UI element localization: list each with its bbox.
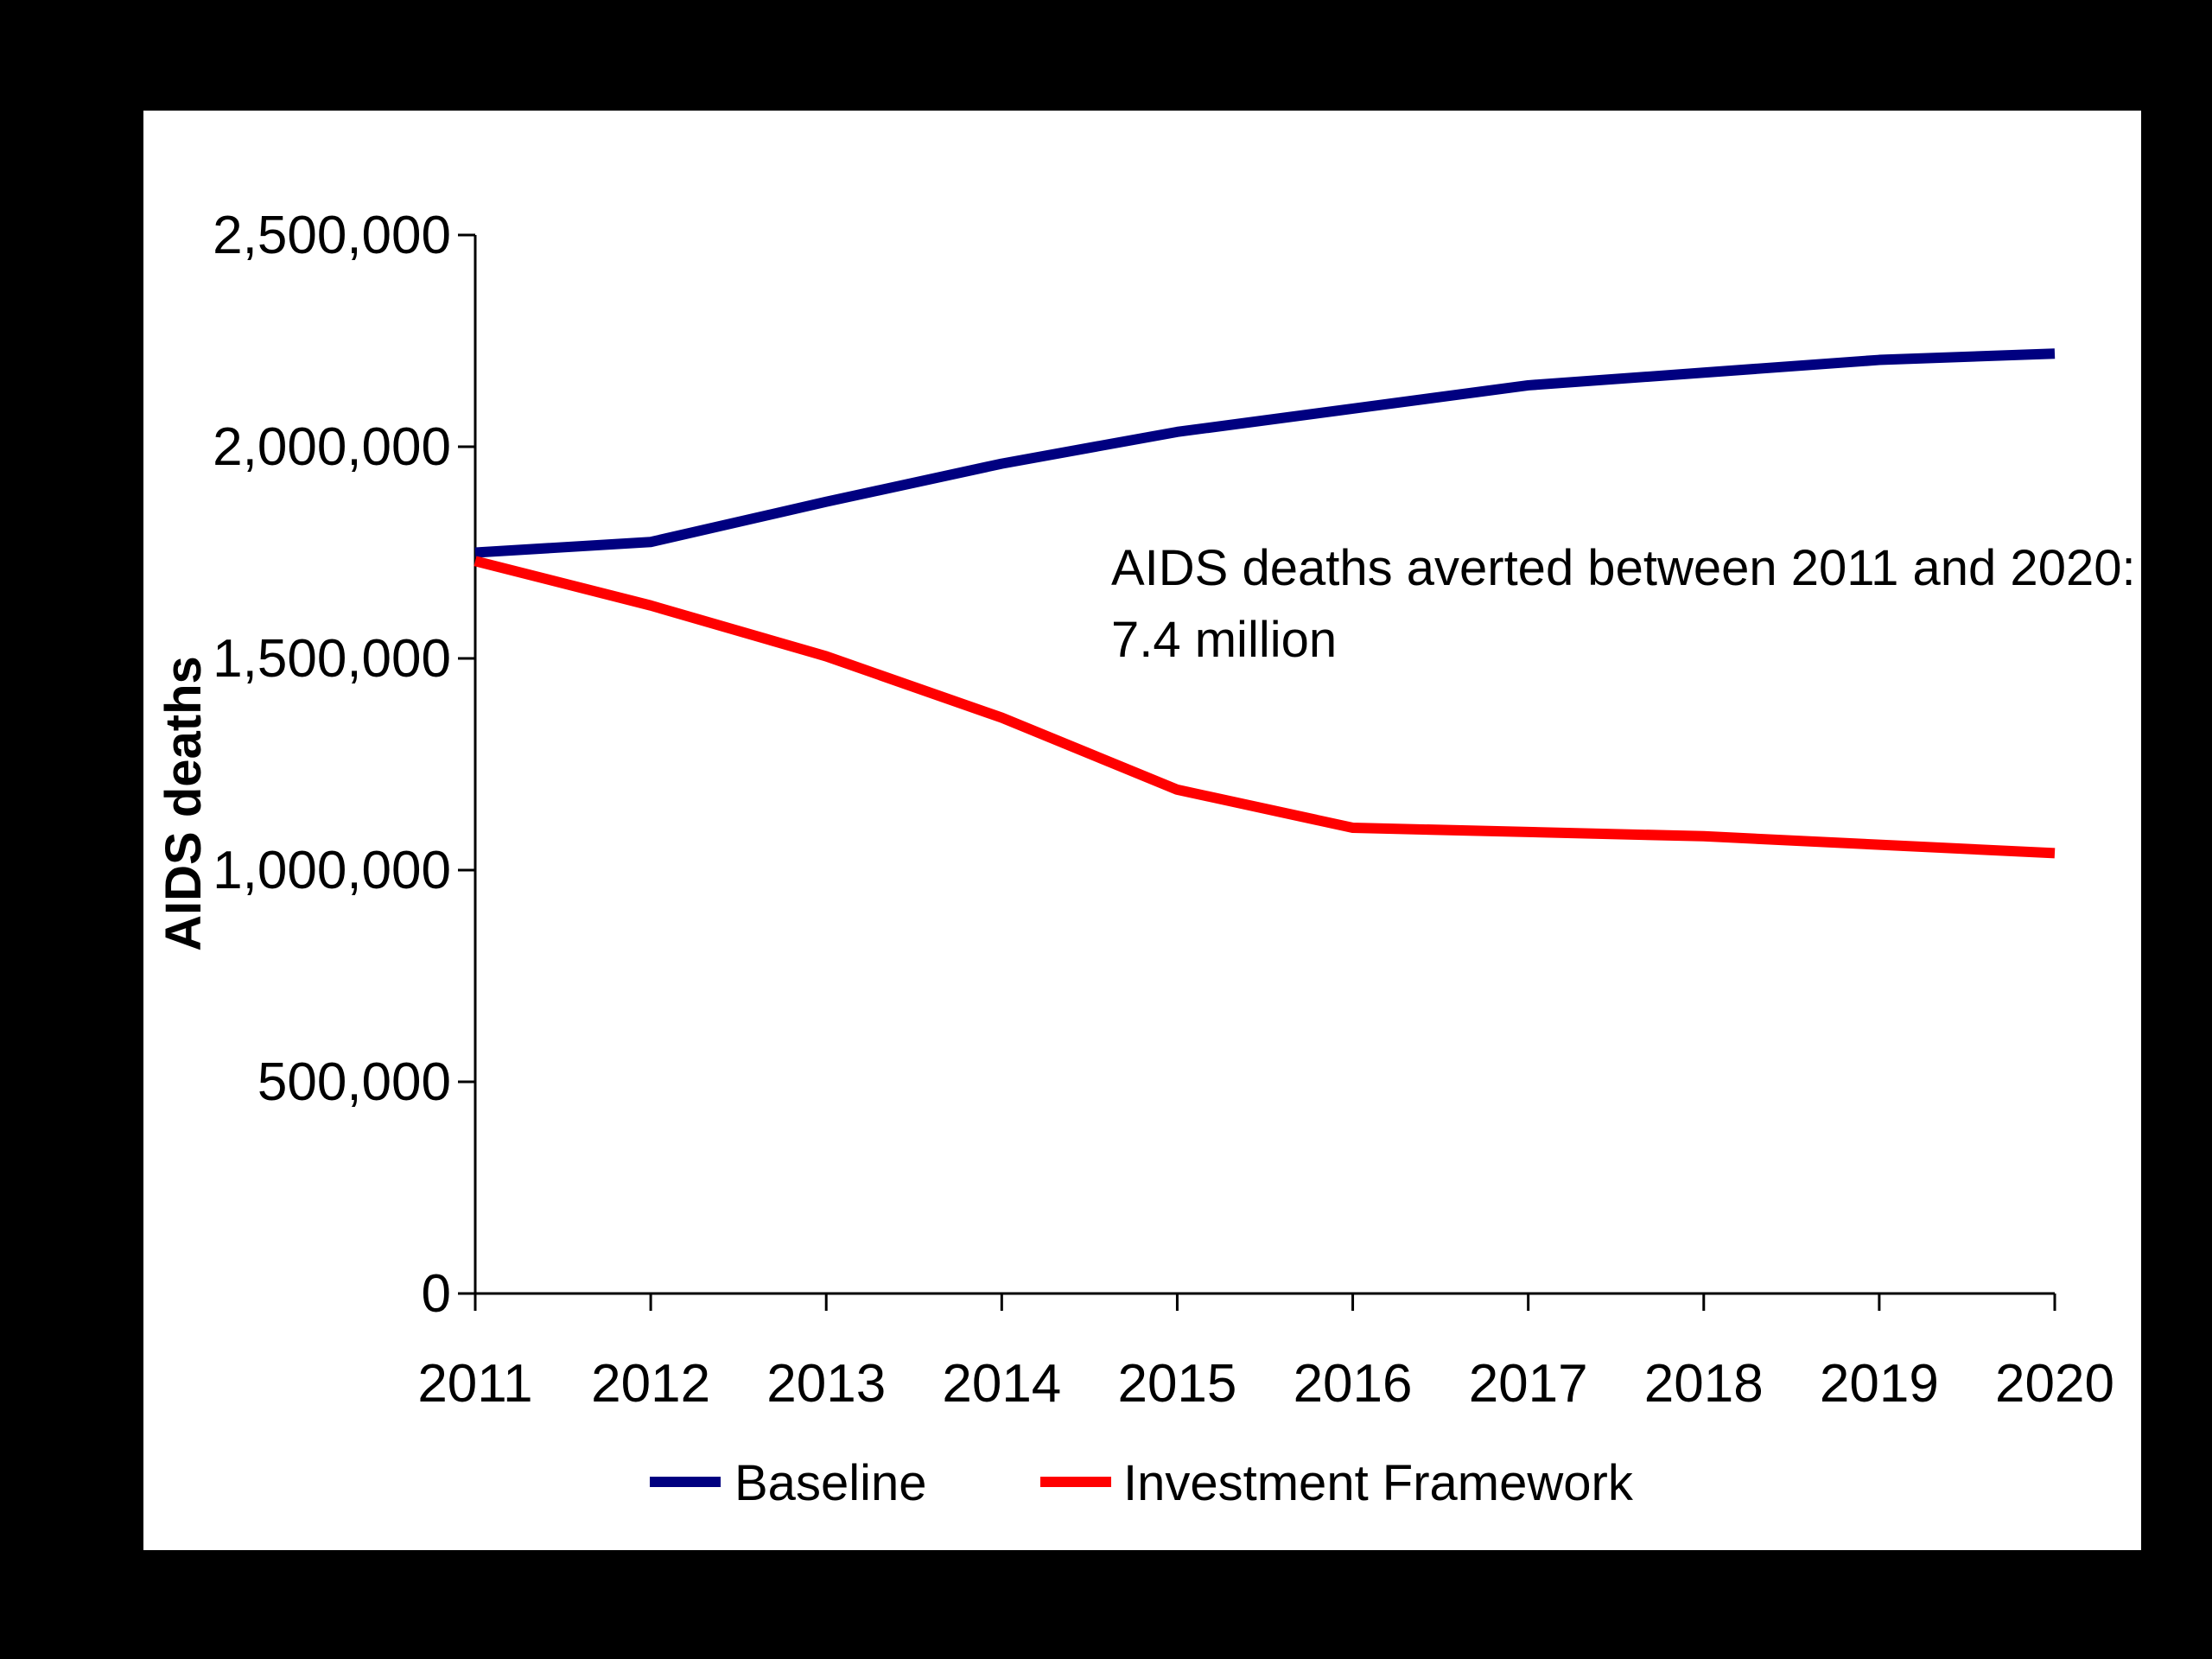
y-tick-label: 1,000,000 xyxy=(213,841,451,900)
legend: Baseline Investment Framework xyxy=(650,1455,1634,1511)
x-tick-label: 2020 xyxy=(1995,1354,2114,1414)
x-tick-label: 2012 xyxy=(591,1354,710,1414)
y-tick-label: 2,500,000 xyxy=(213,206,451,265)
x-tick-label: 2013 xyxy=(766,1354,886,1414)
x-ticks: 2011 2012 2013 2014 2015 2016 2017 2018 2019 2020 xyxy=(417,1294,2114,1414)
annotation: AIDS deaths averted between 2011 and 202… xyxy=(1111,540,2136,668)
series-line-baseline xyxy=(474,348,2056,558)
x-tick-label: 2019 xyxy=(1820,1354,1939,1414)
x-tick-label: 2011 xyxy=(417,1354,532,1414)
legend-label: Investment Framework xyxy=(1123,1455,1634,1511)
annotation-line-2: 7.4 million xyxy=(1111,612,1337,668)
y-tick-label: 1,500,000 xyxy=(213,629,451,689)
legend-label: Baseline xyxy=(734,1455,926,1511)
series-lines xyxy=(474,348,2056,859)
y-tick-label: 500,000 xyxy=(257,1052,451,1112)
axes: 0 500,000 1,000,000 1,500,000 2,000,000 2,500… xyxy=(213,206,2114,1414)
x-tick-label: 2016 xyxy=(1294,1354,1413,1414)
y-axis-label: AIDS deaths xyxy=(156,656,212,951)
x-tick-label: 2014 xyxy=(942,1354,1061,1414)
y-ticks: 0 500,000 1,000,000 1,500,000 2,000,000 2,500… xyxy=(213,206,475,1324)
x-tick-label: 2018 xyxy=(1644,1354,1764,1414)
x-tick-label: 2017 xyxy=(1469,1354,1588,1414)
annotation-line-1: AIDS deaths averted between 2011 and 202… xyxy=(1111,540,2136,596)
y-tick-label: 2,000,000 xyxy=(213,417,451,477)
x-tick-label: 2015 xyxy=(1117,1354,1236,1414)
y-tick-label: 0 xyxy=(422,1264,451,1324)
series-line-investment-framework xyxy=(474,556,2056,859)
